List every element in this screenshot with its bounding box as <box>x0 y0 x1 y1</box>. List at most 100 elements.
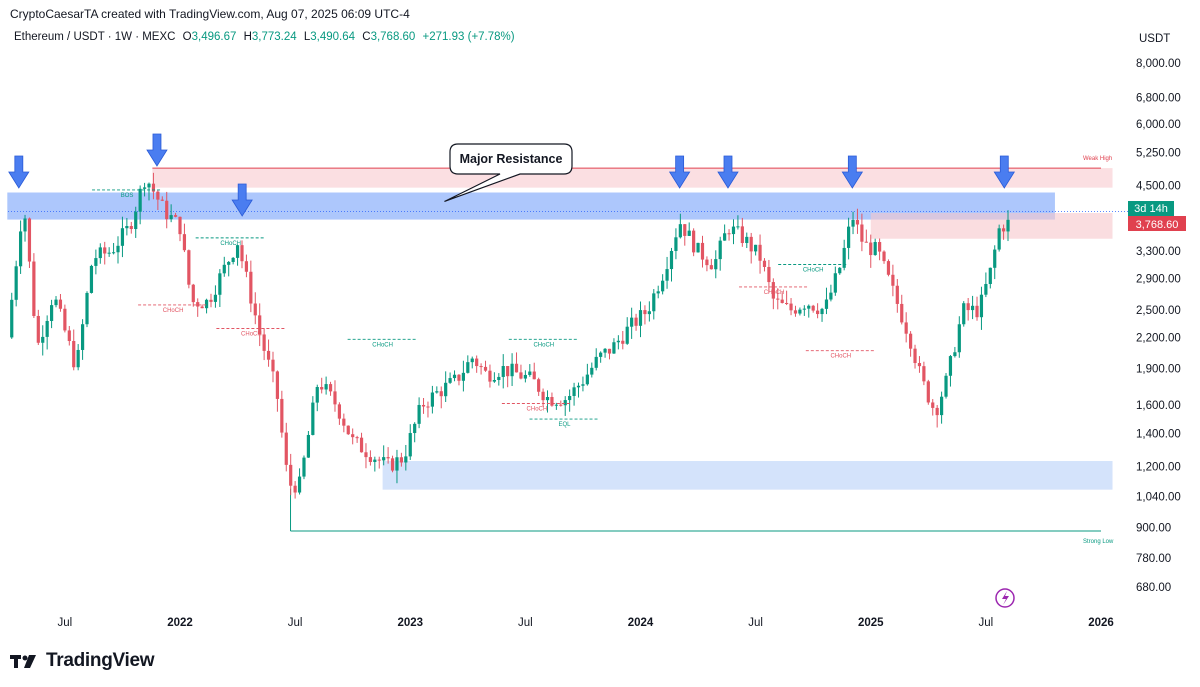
candle <box>537 377 541 396</box>
candle <box>439 386 443 409</box>
candle-body <box>200 306 204 309</box>
alert-bolt-icon[interactable] <box>995 588 1015 608</box>
candle <box>284 422 288 472</box>
close-label: C <box>362 31 371 43</box>
down-arrow-icon <box>146 133 168 167</box>
candle-body <box>736 226 740 228</box>
candle-body <box>413 423 417 434</box>
candle <box>41 325 45 356</box>
choch-1: CHoCH <box>163 308 184 314</box>
candle <box>966 298 970 321</box>
candle <box>80 319 85 360</box>
candle <box>151 172 156 200</box>
tradingview-brand: TradingView <box>46 650 155 671</box>
choch-6: CHoCH <box>527 406 548 412</box>
currency-unit[interactable]: USDT <box>1139 33 1171 45</box>
candle <box>590 362 594 378</box>
candle-body <box>616 340 620 343</box>
y-tick-label: 780.00 <box>1136 553 1171 565</box>
candle-body <box>1006 219 1010 232</box>
symbol-name[interactable]: Ethereum / USDT · 1W · MEXC <box>14 31 176 43</box>
candle-body <box>683 224 687 236</box>
candle <box>895 279 899 313</box>
candle-body <box>842 247 846 268</box>
candle-body <box>984 284 988 295</box>
candle-body <box>240 245 244 262</box>
candle-body <box>63 308 67 331</box>
candle <box>413 422 417 443</box>
y-tick-label: 680.00 <box>1136 582 1171 594</box>
candle-body <box>970 305 975 311</box>
candle-body <box>749 236 753 252</box>
candle <box>997 224 1001 252</box>
candle-body <box>572 387 576 397</box>
candle-body <box>364 452 368 458</box>
candle <box>745 232 749 249</box>
candle-body <box>762 260 767 267</box>
candle <box>85 291 89 328</box>
candle <box>656 285 660 299</box>
candle-body <box>599 352 603 357</box>
candle <box>603 347 607 358</box>
candle-body <box>320 387 324 390</box>
candle <box>718 236 722 271</box>
candle-body <box>576 385 581 388</box>
y-tick-label: 2,200.00 <box>1136 332 1181 344</box>
candle <box>404 444 408 471</box>
candle-body <box>975 305 979 318</box>
candle <box>847 217 851 260</box>
candle-body <box>838 267 842 274</box>
candle-body <box>687 230 691 236</box>
candle-body <box>754 244 758 252</box>
candle <box>111 242 116 255</box>
candle <box>568 389 572 412</box>
candle <box>754 244 758 256</box>
candle-body <box>891 274 895 286</box>
candle <box>116 236 120 264</box>
candle-body <box>944 375 948 397</box>
candle <box>196 298 200 317</box>
candle <box>975 296 979 321</box>
choch-5: CHoCH <box>533 342 554 348</box>
candle <box>532 362 536 380</box>
candle <box>98 243 102 264</box>
y-tick-label: 8,000.00 <box>1136 58 1181 70</box>
candle-body <box>758 244 762 261</box>
candle <box>125 218 129 236</box>
candle <box>501 354 505 389</box>
choch-3: CHoCH <box>241 331 262 337</box>
candle <box>320 377 324 394</box>
candle-body <box>342 418 346 426</box>
y-tick-label: 2,500.00 <box>1136 305 1181 317</box>
candle <box>209 293 213 308</box>
candle <box>107 247 111 257</box>
candle <box>134 206 138 238</box>
candle <box>138 185 142 225</box>
candle <box>373 456 377 472</box>
candle <box>165 191 169 229</box>
candle <box>563 396 567 416</box>
candle-body <box>501 366 505 377</box>
candle-body <box>297 476 302 493</box>
candle-body <box>634 317 638 326</box>
candle-body <box>962 303 966 325</box>
candle <box>851 211 855 235</box>
candle-body <box>479 366 483 368</box>
candle <box>417 397 421 429</box>
candle <box>585 363 589 386</box>
candle <box>855 208 860 234</box>
demand-zone <box>382 461 1113 490</box>
candle-body <box>435 391 439 393</box>
candle <box>324 376 328 395</box>
tradingview-logo[interactable]: TradingView <box>10 650 155 672</box>
candle-body <box>399 457 403 463</box>
major-resistance-label: Major Resistance <box>460 152 563 166</box>
candle <box>873 238 877 256</box>
candle-body <box>72 341 76 368</box>
candle-body <box>537 379 541 392</box>
candle <box>528 364 532 377</box>
choch-9: CHoCH <box>830 354 851 360</box>
candle <box>962 301 966 327</box>
candle <box>430 385 434 414</box>
